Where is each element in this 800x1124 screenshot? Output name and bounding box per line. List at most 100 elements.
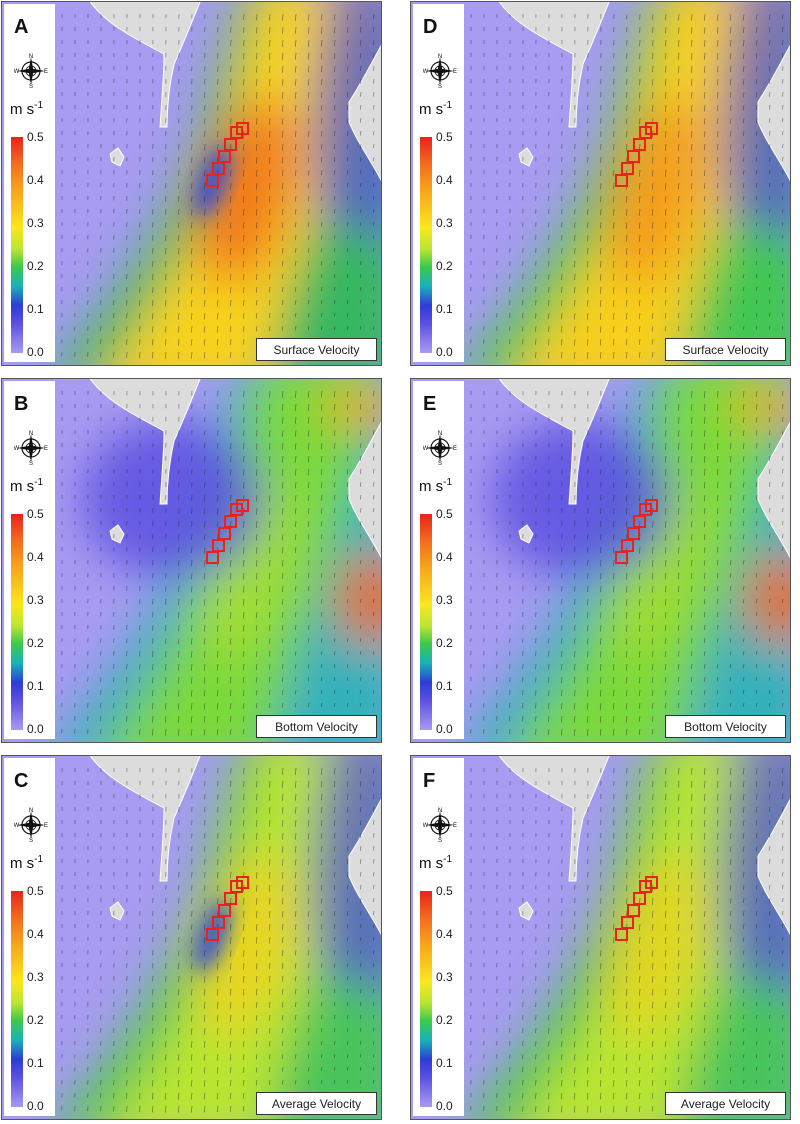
velocity-map-b (2, 379, 381, 742)
colorbar-tick: 0.5 (27, 884, 44, 898)
panel-d: D N S W E m s-1 0.5 0.4 0.3 0.2 0.1 0.0 Sur… (410, 1, 791, 366)
colorbar-tick: 0.0 (27, 722, 44, 736)
velocity-map-f (411, 756, 790, 1119)
svg-text:N: N (29, 54, 33, 60)
colorbar-tick: 0.4 (27, 173, 44, 187)
compass-rose-icon: NSW E (423, 808, 457, 843)
colorbar-tick: 0.4 (436, 927, 453, 941)
svg-text:E: E (453, 446, 457, 452)
panel-label: A (14, 16, 29, 38)
legend-c: C N S W E m s-1 0.5 0.4 0.3 0.2 0.1 0.0 (4, 758, 55, 1116)
svg-text:W: W (14, 823, 20, 829)
panel-label: C (14, 770, 29, 792)
colorbar-tick: 0.4 (27, 927, 44, 941)
svg-text:W: W (423, 446, 429, 452)
colorbar-tick: 0.0 (27, 345, 44, 359)
colorbar-tick: 0.3 (27, 593, 44, 607)
colorbar-tick: 0.3 (436, 216, 453, 230)
svg-text:E: E (453, 69, 457, 75)
legend-e: E N S W E m s-1 0.5 0.4 0.3 0.2 0.1 0.0 (413, 381, 464, 739)
colorbar-tick: 0.2 (27, 1013, 44, 1027)
colorbar-tick: 0.1 (436, 1056, 453, 1070)
units-label: m s-1 (419, 477, 453, 495)
units-label: m s-1 (10, 477, 44, 495)
colorbar-tick: 0.4 (436, 550, 453, 564)
velocity-map-a (2, 2, 381, 365)
colorbar-tick: 0.0 (27, 1099, 44, 1113)
colorbar-tick: 0.2 (27, 259, 44, 273)
compass-rose-icon: N S W E (14, 54, 48, 89)
colorbar-tick: 0.0 (436, 722, 453, 736)
svg-text:W: W (423, 69, 429, 75)
compass-rose-icon: NSW E (423, 431, 457, 466)
units-label: m s-1 (10, 854, 44, 872)
colorbar-tick: 0.4 (27, 550, 44, 564)
colorbar-tick: 0.5 (436, 884, 453, 898)
colorbar-tick: 0.5 (27, 507, 44, 521)
svg-text:W: W (14, 446, 20, 452)
colorbar (420, 137, 432, 353)
panel-label: F (423, 770, 436, 792)
svg-text:E: E (44, 69, 48, 75)
colorbar-tick: 0.1 (436, 679, 453, 693)
colorbar-tick: 0.5 (436, 130, 453, 144)
legend-d: D N S W E m s-1 0.5 0.4 0.3 0.2 0.1 0.0 (413, 4, 464, 362)
colorbar (11, 137, 23, 353)
colorbar-tick: 0.0 (436, 345, 453, 359)
colorbar (11, 891, 23, 1107)
legend-b: B N S W E m s-1 0.5 0.4 0.3 0.2 0.1 0.0 (4, 381, 55, 739)
colorbar-tick: 0.3 (27, 216, 44, 230)
map-caption: Average Velocity (256, 1092, 377, 1115)
map-caption: Average Velocity (665, 1092, 786, 1115)
velocity-map-d (411, 2, 790, 365)
svg-text:N: N (29, 808, 33, 814)
map-caption: Surface Velocity (665, 338, 786, 361)
map-caption: Surface Velocity (256, 338, 377, 361)
colorbar-tick: 0.5 (436, 507, 453, 521)
compass-rose-icon: NSW E (14, 431, 48, 466)
svg-text:E: E (44, 823, 48, 829)
colorbar (11, 514, 23, 730)
colorbar-tick: 0.1 (27, 679, 44, 693)
velocity-map-c (2, 756, 381, 1119)
colorbar-tick: 0.1 (27, 1056, 44, 1070)
svg-text:S: S (29, 838, 33, 843)
svg-text:S: S (29, 461, 33, 466)
panel-c: C N S W E m s-1 0.5 0.4 0.3 0.2 0.1 0.0 Ave… (1, 755, 382, 1120)
units-label: m s-1 (419, 854, 453, 872)
colorbar-tick: 0.3 (436, 970, 453, 984)
legend-a: A N S W E m s-1 0.5 0.4 0.3 0.2 0.1 0.0 (4, 4, 55, 362)
colorbar (420, 891, 432, 1107)
svg-text:S: S (29, 84, 33, 89)
colorbar-tick: 0.2 (436, 1013, 453, 1027)
compass-rose-icon: N S W E (14, 808, 48, 843)
units-label: m s-1 (419, 100, 453, 118)
svg-text:N: N (438, 54, 442, 60)
colorbar-tick: 0.0 (436, 1099, 453, 1113)
panel-label: E (423, 393, 437, 415)
panel-b: B N S W E m s-1 0.5 0.4 0.3 0.2 0.1 0.0 Bot… (1, 378, 382, 743)
units-label: m s-1 (10, 100, 44, 118)
map-caption: Bottom Velocity (665, 715, 786, 738)
colorbar-tick: 0.2 (436, 259, 453, 273)
compass-rose-icon: N S W E (423, 54, 457, 89)
svg-text:N: N (438, 431, 442, 437)
svg-text:E: E (44, 446, 48, 452)
map-caption: Bottom Velocity (256, 715, 377, 738)
panel-e: E N S W E m s-1 0.5 0.4 0.3 0.2 0.1 0.0 Bot… (410, 378, 791, 743)
colorbar-tick: 0.2 (436, 636, 453, 650)
panel-label: B (14, 393, 29, 415)
colorbar (420, 514, 432, 730)
colorbar-tick: 0.3 (436, 593, 453, 607)
svg-text:S: S (438, 84, 442, 89)
colorbar-tick: 0.2 (27, 636, 44, 650)
panel-a: A N S W E m s-1 0.5 0.4 0.3 0.2 0.1 0.0 Sur… (1, 1, 382, 366)
colorbar-tick: 0.5 (27, 130, 44, 144)
colorbar-tick: 0.4 (436, 173, 453, 187)
svg-text:W: W (14, 69, 20, 75)
colorbar-tick: 0.1 (27, 302, 44, 316)
panel-label: D (423, 16, 438, 38)
colorbar-tick: 0.1 (436, 302, 453, 316)
